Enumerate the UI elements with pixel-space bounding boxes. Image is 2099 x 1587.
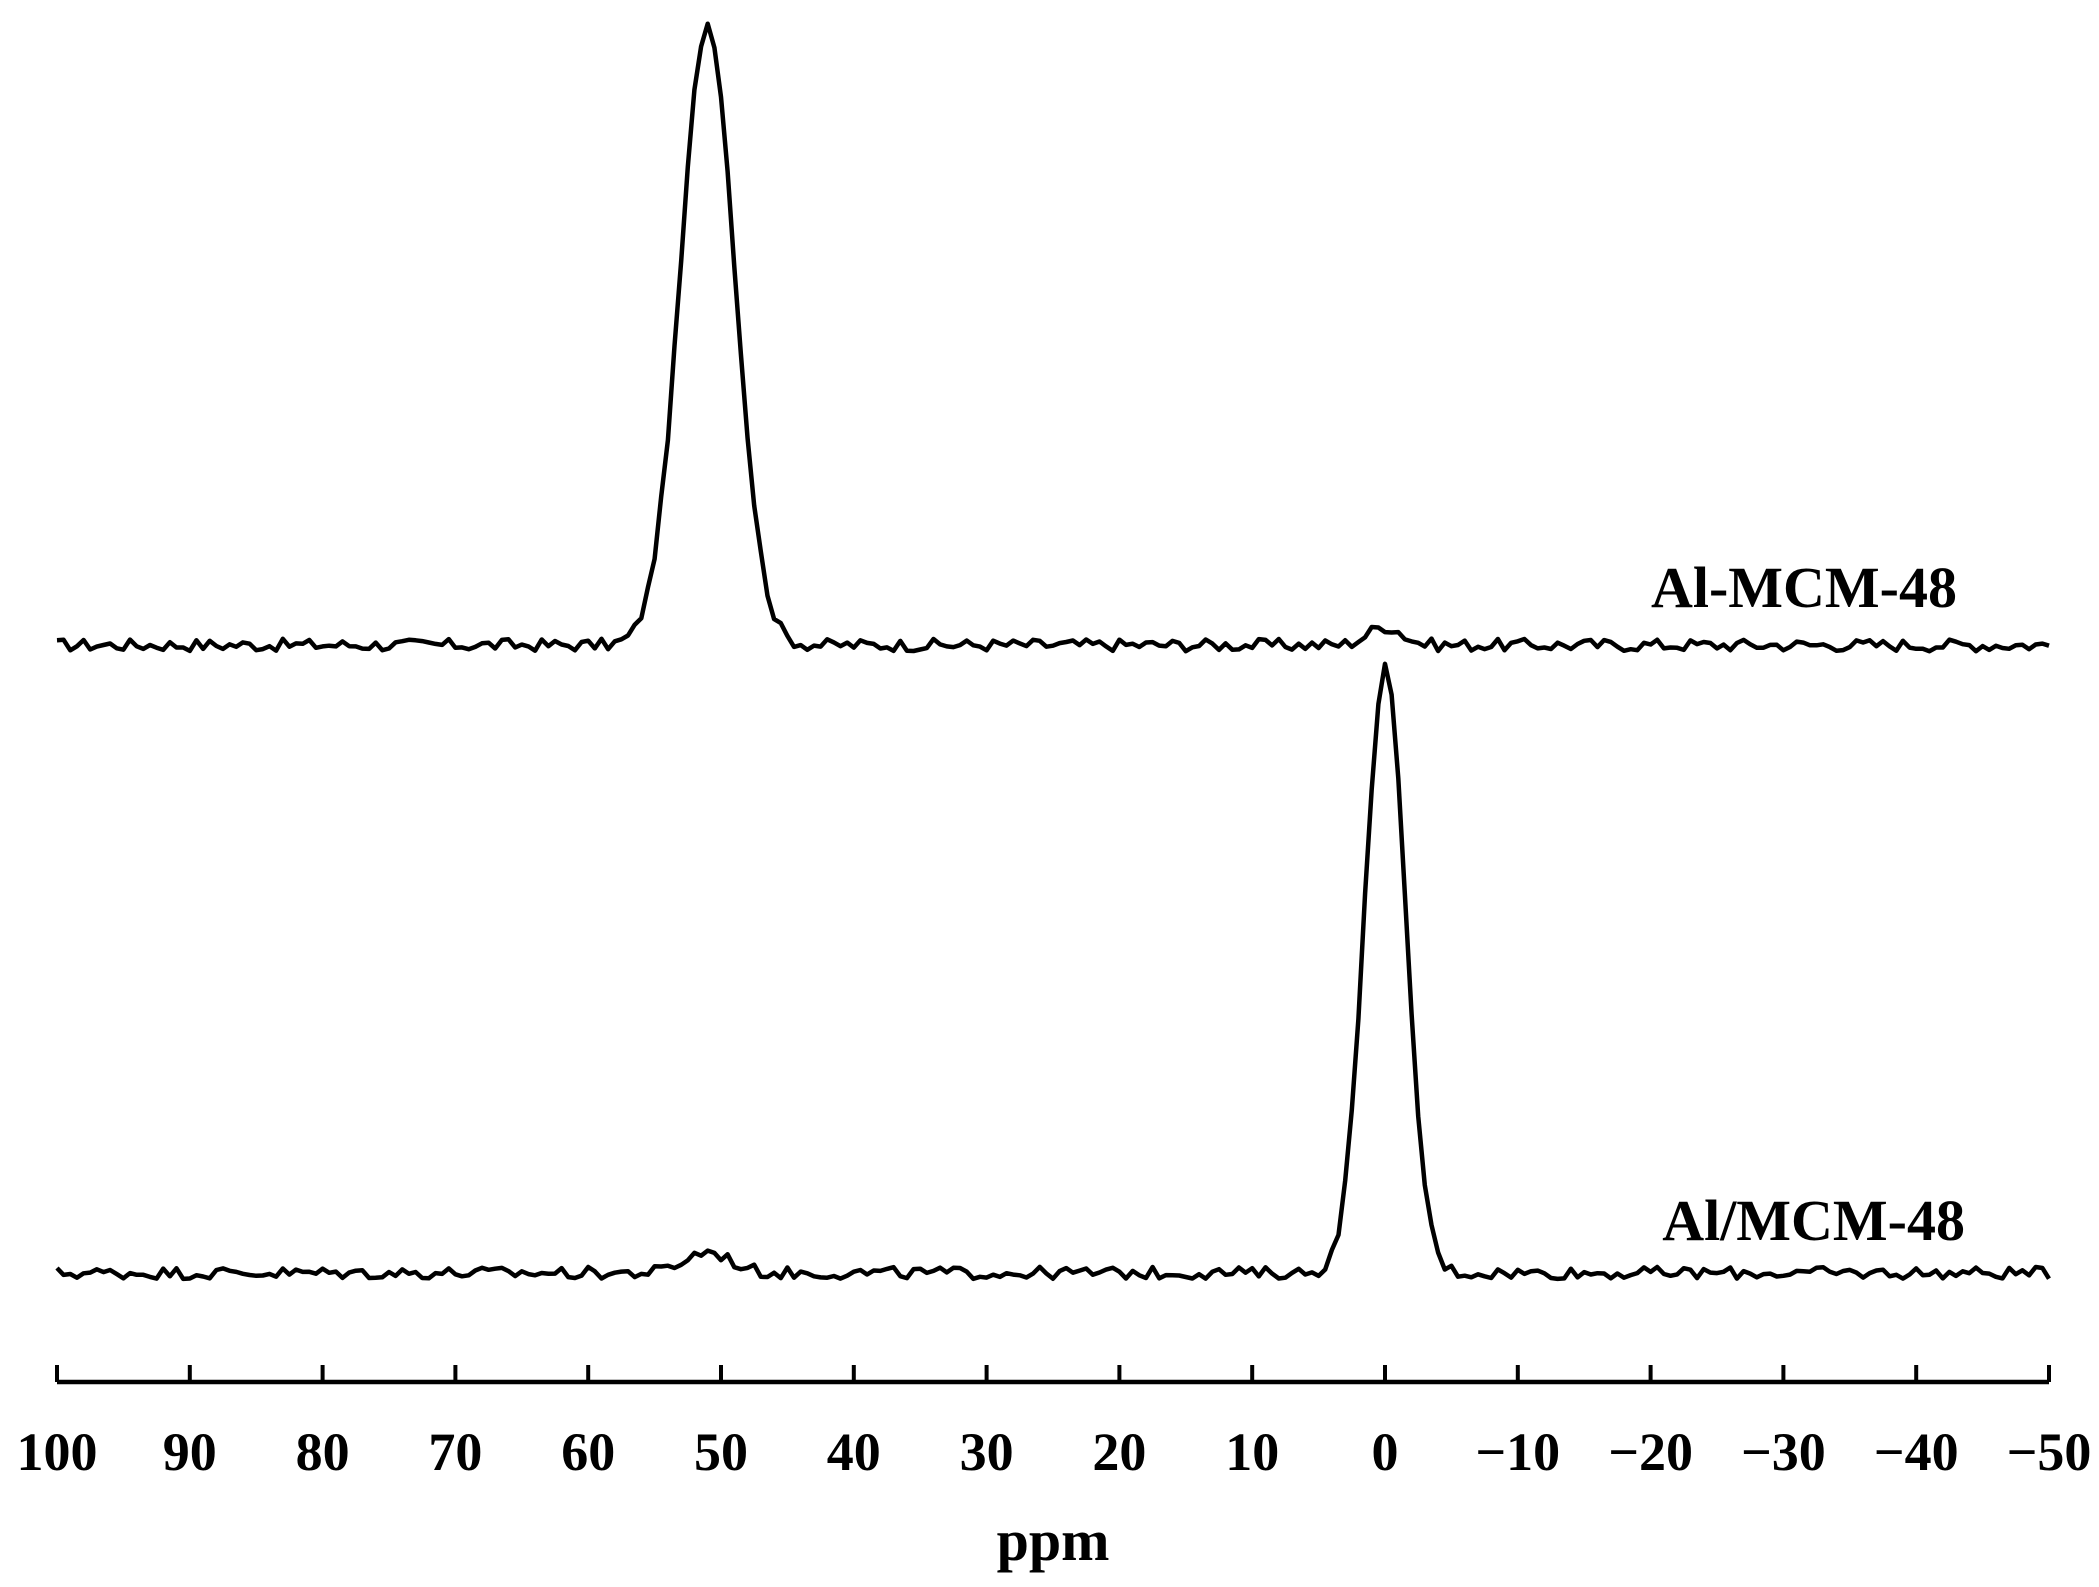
x-tick-label-7: 30 [960, 1422, 1014, 1482]
x-tick-label-6: 40 [827, 1422, 881, 1482]
x-axis-tick-labels: 100 90 80 70 60 50 40 30 20 10 0 −10 −20 −30 −40 −50 [17, 1422, 2092, 1482]
x-axis: 100 90 80 70 60 50 40 30 20 10 0 −10 −20 −30 −40 −50 pp… [17, 1365, 2092, 1573]
x-axis-ticks [55, 1365, 2051, 1382]
x-tick-label-11: −10 [1475, 1422, 1560, 1482]
x-tick-label-14: −40 [1874, 1422, 1959, 1482]
x-tick-label-9: 10 [1225, 1422, 1279, 1482]
x-tick-label-15: −50 [2007, 1422, 2092, 1482]
trace-al-slash-mcm-48 [55, 661, 2051, 1282]
x-tick-label-0: 100 [17, 1422, 98, 1482]
x-tick-label-10: 0 [1372, 1422, 1399, 1482]
trace-al-mcm-48 [56, 21, 2050, 654]
series-label-al-slash-mcm-48: Al/MCM-48 [1662, 1188, 1965, 1253]
x-tick-label-12: −20 [1608, 1422, 1693, 1482]
x-tick-label-13: −30 [1741, 1422, 1826, 1482]
x-tick-label-2: 80 [296, 1422, 350, 1482]
x-tick-label-8: 20 [1092, 1422, 1146, 1482]
x-tick-label-1: 90 [163, 1422, 217, 1482]
series-label-al-mcm-48: Al-MCM-48 [1651, 555, 1957, 620]
x-tick-label-3: 70 [428, 1422, 482, 1482]
spectrum-traces [55, 21, 2051, 1282]
x-tick-label-5: 50 [694, 1422, 748, 1482]
x-tick-label-4: 60 [561, 1422, 615, 1482]
x-axis-title: ppm [997, 1508, 1110, 1573]
series-labels: Al-MCM-48 Al/MCM-48 [1651, 555, 1965, 1253]
